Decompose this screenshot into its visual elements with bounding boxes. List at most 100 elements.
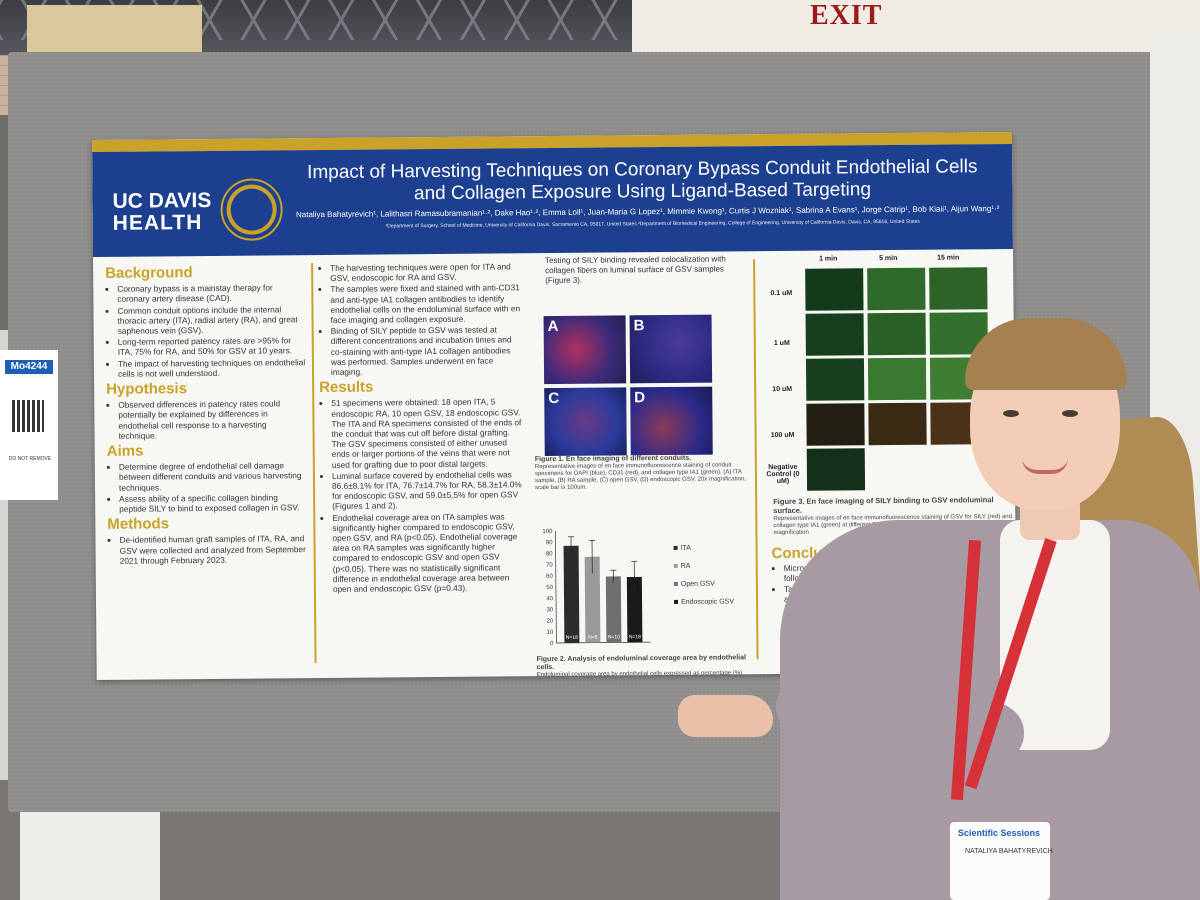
figure-2-title: Figure 2. Analysis of endoluminal covera… xyxy=(536,654,746,672)
micrograph-cell xyxy=(867,357,927,401)
list-item: Luminal surface covered by endothelial c… xyxy=(332,469,525,511)
poster-column-1: Background Coronary bypass is a mainstay… xyxy=(105,263,308,572)
methods-list: De-identified human graft samples of ITA… xyxy=(107,534,307,566)
column-divider xyxy=(311,263,317,664)
qr-code-icon xyxy=(12,400,44,432)
presenter-eye xyxy=(1062,410,1078,417)
badge-person-name: NATALIYA BAHATYREVICH xyxy=(965,848,1053,855)
figures-column: Testing of SILY binding revealed colocal… xyxy=(533,254,748,680)
list-item: Observed differences in patency rates co… xyxy=(118,398,306,441)
background-list: Coronary bypass is a mainstay therapy fo… xyxy=(105,282,306,379)
list-item: Common conduit options include the inter… xyxy=(117,304,305,336)
figure-1-caption: Figure 1. En face imaging of different c… xyxy=(535,454,750,492)
micrograph-panel: D xyxy=(630,386,713,456)
chart-legend-swatch xyxy=(673,563,678,568)
micrograph-cell xyxy=(867,267,926,311)
panel-letter: D xyxy=(634,389,646,407)
list-item: Long-term reported patency rates are >95… xyxy=(118,335,306,357)
chart-legend-swatch xyxy=(673,545,678,550)
chart-y-tick-label: 0 xyxy=(550,641,554,647)
chart-n-label: N=10 xyxy=(608,634,620,640)
micrograph-cell xyxy=(805,313,864,356)
chart-bar xyxy=(605,576,622,643)
badge-event-name: Scientific Sessions xyxy=(958,828,1041,838)
poster-affiliations: ¹Department of Surgery, School of Medici… xyxy=(385,218,920,230)
grid-row-label: 1 uM xyxy=(773,339,790,348)
chart-y-axis xyxy=(555,530,557,643)
micrograph-panel: A xyxy=(543,315,627,385)
chart-legend-label: RA xyxy=(681,563,691,570)
list-item: Binding of SILY peptide to GSV was teste… xyxy=(331,324,524,377)
list-item: The samples were fixed and stained with … xyxy=(330,283,523,325)
grid-row-label: 0.1 uM xyxy=(770,289,793,298)
grid-col-header: 5 min xyxy=(879,254,898,263)
results-list: 51 specimens were obtained: 18 open ITA,… xyxy=(319,397,526,595)
poster-column-2: The harvesting techniques were open for … xyxy=(318,261,526,600)
chart-legend-swatch xyxy=(674,599,679,604)
chart-y-tick-label: 70 xyxy=(546,563,553,569)
panel-letter: C xyxy=(548,389,560,408)
logo-ucdavis: UC DAVIS xyxy=(112,188,212,213)
list-item: Assess ability of a specific collagen bi… xyxy=(119,492,307,514)
micrograph-cell xyxy=(805,268,864,311)
poster-title: Impact of Harvesting Techniques on Coron… xyxy=(307,156,978,205)
chart-n-label: N=18 xyxy=(629,634,641,640)
list-item: The harvesting techniques were open for … xyxy=(330,261,523,283)
micrograph-panel: B xyxy=(629,314,713,384)
micrograph-cell xyxy=(806,448,866,491)
hypothesis-list: Observed differences in patency rates co… xyxy=(106,398,306,441)
micrograph-panel: C xyxy=(544,387,627,457)
figure-3-column: 1 min 5 min 15 min 0.1 uM 1 uM 10 uM 100… xyxy=(761,252,1012,603)
panel-letter: A xyxy=(547,317,559,336)
list-item: Coronary bypass is a mainstay therapy fo… xyxy=(117,282,305,305)
section-heading: Results xyxy=(319,378,374,397)
presenter-hand xyxy=(678,695,773,737)
figure-intro: Testing of SILY binding revealed colocal… xyxy=(545,254,726,286)
list-item: Determine degree of endothelial cell dam… xyxy=(119,460,307,493)
micrograph-cell xyxy=(867,312,926,356)
presenter-smile xyxy=(1022,458,1068,474)
methods-cont-list: The harvesting techniques were open for … xyxy=(318,261,524,377)
research-poster: UC DAVIS HEALTH Impact of Harvesting Tec… xyxy=(92,131,1017,680)
university-seal-icon xyxy=(220,178,283,241)
chart-y-tick-label: 60 xyxy=(546,574,553,580)
chart-legend-label: ITA xyxy=(681,545,692,552)
chart-y-tick-label: 100 xyxy=(542,529,553,535)
chart-y-tick-label: 80 xyxy=(546,551,553,557)
section-heading: Background xyxy=(105,264,193,282)
micrograph-cell xyxy=(868,402,927,446)
poster-authors: Nataliya Bahatyrevich¹, Lalithasri Ramas… xyxy=(295,204,1000,220)
logo-health: HEALTH xyxy=(112,211,203,235)
panel-letter: B xyxy=(633,317,645,335)
chart-y-tick-label: 30 xyxy=(546,607,553,613)
grid-row-label: 10 uM xyxy=(772,385,793,394)
chart-bar xyxy=(563,545,580,643)
chart-bar xyxy=(584,556,601,643)
chart-y-tick-label: 90 xyxy=(546,540,553,546)
figure-1-title: Figure 1. En face imaging of different c… xyxy=(534,454,692,464)
chart-legend-swatch xyxy=(673,581,678,586)
chart-legend-label: Open GSV xyxy=(681,581,715,588)
grid-col-header: 15 min xyxy=(937,254,960,262)
grid-row-label: 100 uM xyxy=(770,431,795,440)
session-card-note: DO NOT REMOVE xyxy=(8,456,52,462)
list-item: The impact of harvesting techniques on e… xyxy=(118,357,306,379)
section-heading: Hypothesis xyxy=(106,380,188,398)
micrograph-cell xyxy=(805,358,865,401)
chart-n-label: N=5 xyxy=(588,635,598,641)
session-code: Mo4244 xyxy=(5,360,53,374)
chart-y-tick-label: 40 xyxy=(546,596,553,602)
poster-header: UC DAVIS HEALTH Impact of Harvesting Tec… xyxy=(92,143,1013,257)
grid-col-header: 1 min xyxy=(819,255,838,263)
grid-row-label: Negative Control (0 uM) xyxy=(766,463,800,486)
attendee-badge xyxy=(950,822,1050,900)
exit-sign: EXIT xyxy=(810,0,883,31)
section-heading: Methods xyxy=(107,515,170,534)
figure-3-title: Figure 3. En face imaging of SILY bindin… xyxy=(773,495,994,516)
micrograph-cell xyxy=(806,403,865,446)
chart-bar xyxy=(626,576,643,643)
coverage-bar-chart: 0 10 20 30 40 50 60 70 80 90 100 N=18 ITA N=5 RA N=10 Op… xyxy=(542,529,734,647)
list-item: De-identified human graft samples of ITA… xyxy=(119,534,307,566)
list-item: 51 specimens were obtained: 18 open ITA,… xyxy=(331,397,525,470)
micrograph-cell xyxy=(929,267,988,310)
